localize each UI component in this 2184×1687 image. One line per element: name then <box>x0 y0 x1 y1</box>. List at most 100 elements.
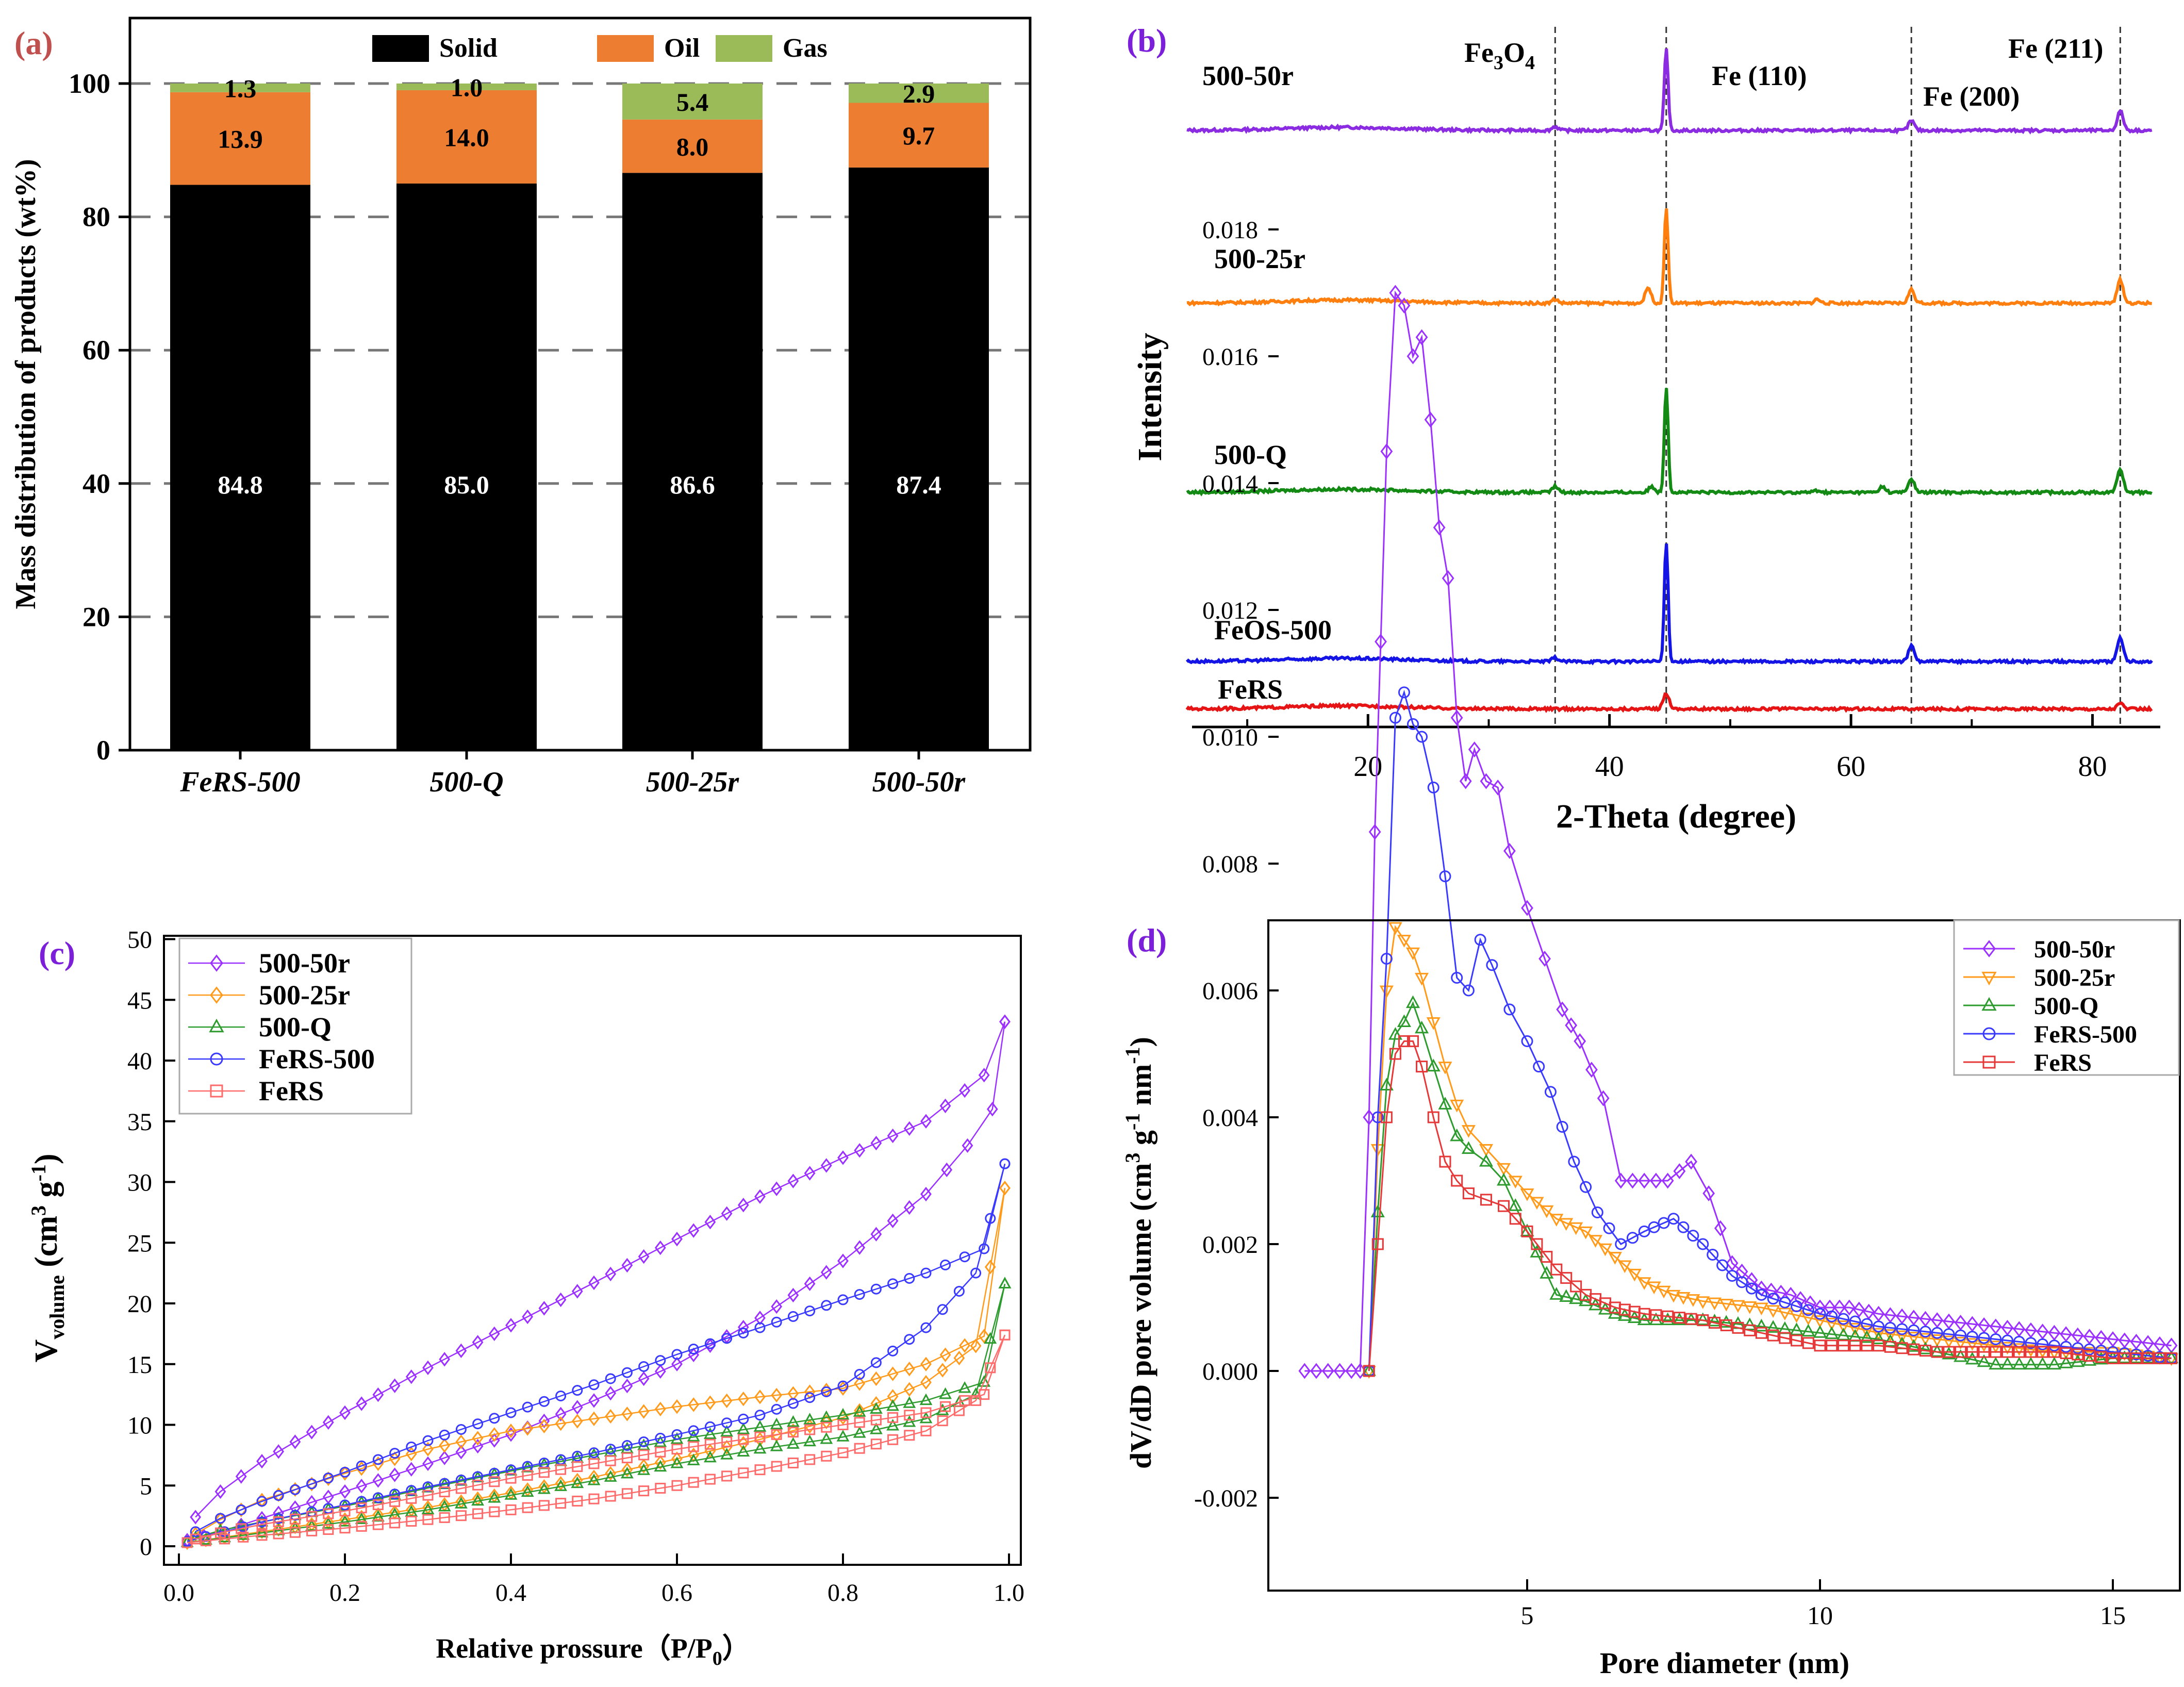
panel-c-point-500-25r <box>978 1329 990 1344</box>
panel-c-point-fers-500 <box>406 1485 417 1496</box>
panel-c-point-fers-500 <box>621 1367 633 1378</box>
panel-c-point-500-50r <box>986 1102 998 1117</box>
panel-d-point-fers-500 <box>1716 1259 1729 1271</box>
panel-d-point-500-25r <box>1666 1289 1681 1303</box>
panel-c-point-500-50r <box>289 1434 301 1449</box>
panel-c-point-500-50r <box>939 1098 951 1114</box>
panel-c-point-500-25r <box>571 1414 583 1429</box>
panel-d-point-500-q <box>1860 1330 1874 1343</box>
panel-d-point-500-25r <box>1569 1222 1583 1235</box>
panel-c-point-fers-500 <box>804 1305 816 1317</box>
panel-c-point-fers-500 <box>904 1272 915 1284</box>
panel-d-point-fers-500 <box>1966 1331 1978 1343</box>
panel-d-point-fers <box>1873 1339 1885 1352</box>
panel-d-point-fers <box>2095 1351 2107 1363</box>
panel-d-point-500-q <box>1479 1153 1494 1167</box>
panel-c-point-500-25r <box>190 1527 202 1542</box>
panel-c-y-tick-label: 45 <box>127 987 152 1014</box>
panel-d-point-500-25r <box>1707 1297 1722 1311</box>
panel-c-point-500-50r <box>721 1206 733 1221</box>
panel-c-point-500-q <box>637 1463 651 1475</box>
panel-c-point-fers <box>970 1395 982 1406</box>
panel-d-point-500-q <box>1405 995 1420 1008</box>
panel-d-point-500-q <box>1813 1325 1827 1338</box>
panel-d-point-fers-500 <box>1873 1320 1885 1333</box>
panel-d-frame <box>1267 919 2181 1592</box>
panel-d-point-500-q <box>1549 1287 1564 1300</box>
panel-d-point-fers-500 <box>1389 712 1401 724</box>
panel-c-line-fers-500 <box>195 1163 1006 1532</box>
panel-d-point-500-50r <box>1735 1263 1748 1280</box>
panel-d-point-500-50r <box>2036 1324 2049 1340</box>
panel-a-data-label: 8.0 <box>676 133 709 161</box>
panel-d-legend-marker <box>1981 971 1997 986</box>
panel-c-point-500-25r <box>588 1469 600 1484</box>
panel-d-point-500-50r <box>1833 1299 1846 1316</box>
panel-d-point-fers-500 <box>1380 953 1393 965</box>
panel-c-point-500-50r <box>273 1444 285 1459</box>
panel-d-y-tick-label: 0.000 <box>1202 1358 1258 1385</box>
panel-c-point-fers <box>236 1523 247 1534</box>
panel-d-x-tick-label: 10 <box>1807 1601 1833 1630</box>
panel-c-point-fers <box>887 1434 899 1445</box>
panel-d-point-500-25r <box>2024 1344 2038 1358</box>
panel-c-point-500-q <box>869 1423 883 1434</box>
panel-d-x-ticks: 5 10 15 <box>1521 1579 2126 1630</box>
panel-d-point-fers-500 <box>2107 1346 2119 1358</box>
panel-d-point-500-50r <box>1321 1363 1334 1379</box>
panel-a-y-tick-label: 80 <box>82 202 110 233</box>
panel-d-point-fers <box>1407 1035 1419 1047</box>
panel-c-point-500-25r <box>273 1521 285 1537</box>
panel-d-point-500-q <box>1918 1342 1933 1354</box>
panel-c-point-500-50r <box>538 1301 550 1316</box>
panel-d-point-500-25r <box>1397 935 1411 948</box>
panel-d-legend-label: 500-Q <box>2034 993 2098 1020</box>
panel-c-point-500-25r <box>937 1363 949 1378</box>
panel-c-point-fers-500 <box>937 1304 948 1315</box>
panel-d-point-500-25r <box>1370 1144 1385 1157</box>
panel-d-point-fers-500 <box>1745 1282 1758 1295</box>
panel-d-y-tick-label: 0.018 <box>1202 217 1258 244</box>
panel-c-point-500-q <box>737 1423 750 1434</box>
panel-c-point-500-q <box>820 1432 833 1444</box>
panel-c-point-fers-500 <box>671 1429 683 1440</box>
panel-c-point-fers-500 <box>489 1467 500 1479</box>
panel-c-point-fers-500 <box>953 1285 965 1297</box>
panel-c-point-500-50r <box>999 1014 1011 1029</box>
panel-d-point-500-25r <box>1813 1315 1827 1328</box>
panel-d-point-500-50r <box>1333 1363 1346 1379</box>
panel-d-point-500-q <box>1450 1128 1464 1142</box>
panel-d-point-500-50r <box>1565 1017 1578 1034</box>
panel-d-point-fers-500 <box>1521 1035 1533 1047</box>
panel-d-point-fers <box>1709 1317 1721 1329</box>
panel-c-point-500-50r <box>214 1484 226 1499</box>
panel-d-point-500-25r <box>1696 1296 1710 1309</box>
panel-c-point-fers <box>920 1425 932 1436</box>
panel-c-point-fers-500 <box>439 1429 450 1441</box>
panel-c-point-500-q <box>687 1430 700 1442</box>
panel-c-point-500-50r <box>372 1473 384 1488</box>
panel-c-point-500-q <box>770 1439 783 1451</box>
panel-d-point-500-q <box>1719 1315 1733 1328</box>
panel-c-point-fers-500 <box>289 1484 301 1495</box>
panel-c-point-fers <box>422 1514 434 1525</box>
panel-c-point-fers <box>904 1430 915 1441</box>
panel-d-point-fers <box>1755 1327 1767 1339</box>
panel-d-point-500-25r <box>1508 1176 1523 1189</box>
panel-a-bar-chart: (a) 84.8 13.9 1.3 85.0 14.0 1.0 86.6 8.0 5.4 87.4… <box>10 16 1032 798</box>
panel-d-point-500-25r <box>1719 1299 1733 1312</box>
panel-d-point-500-25r <box>2094 1347 2108 1360</box>
panel-a-legend-label: Oil <box>664 34 700 63</box>
panel-d-point-500-50r <box>1298 1363 1311 1379</box>
panel-c-point-500-q <box>919 1393 933 1405</box>
panel-c-legend-label: 500-Q <box>259 1012 332 1043</box>
panel-d-point-500-50r <box>1398 297 1411 314</box>
panel-c-line-fers <box>195 1334 1006 1540</box>
panel-a-bar-oil <box>849 103 989 168</box>
panel-c-point-500-25r <box>372 1456 384 1471</box>
panel-d-point-fers <box>1990 1346 2002 1358</box>
panel-d-point-500-q <box>2012 1357 2026 1370</box>
panel-d-point-500-q <box>1707 1313 1722 1327</box>
panel-c-point-fers <box>870 1414 882 1426</box>
panel-c-point-fers <box>738 1434 749 1445</box>
